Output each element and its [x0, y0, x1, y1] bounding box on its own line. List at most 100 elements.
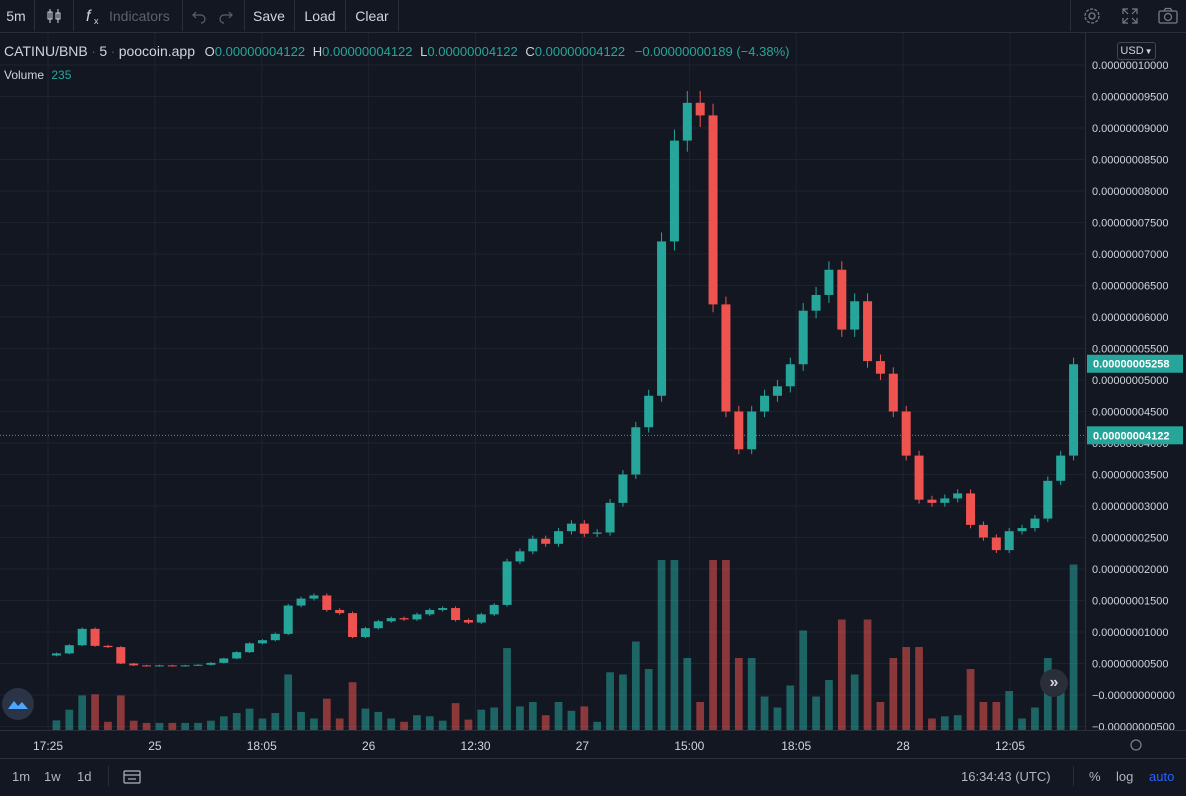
- percent-toggle[interactable]: %: [1089, 758, 1101, 795]
- clear-label: Clear: [355, 7, 389, 24]
- range-1d-button[interactable]: 1d: [77, 758, 91, 795]
- clear-button[interactable]: Clear: [346, 0, 398, 31]
- log-toggle[interactable]: log: [1116, 758, 1133, 795]
- candle: [953, 493, 963, 499]
- date-range-icon: [123, 769, 141, 784]
- volume-bar: [335, 718, 344, 730]
- undo-icon: [192, 11, 206, 24]
- candle: [219, 658, 229, 663]
- volume-bar: [374, 711, 383, 730]
- volume-bar: [258, 718, 267, 730]
- volume-bar: [644, 669, 653, 730]
- price-tick-label: 0.00000008000: [1092, 186, 1168, 198]
- candle: [322, 595, 332, 610]
- undo-button[interactable]: [188, 0, 210, 31]
- candle: [1043, 480, 1053, 519]
- price-tick-label: 0.00000007000: [1092, 249, 1168, 261]
- candle: [631, 427, 641, 475]
- candle: [734, 411, 744, 450]
- volume-bar: [580, 706, 589, 730]
- candle: [1030, 518, 1040, 529]
- time-tick-label: 18:05: [247, 739, 277, 753]
- screenshot-button[interactable]: [1152, 0, 1184, 31]
- candle: [463, 620, 473, 623]
- volume-bar: [1005, 691, 1014, 730]
- volume-bar: [104, 721, 112, 730]
- candle: [785, 364, 795, 387]
- price-axis[interactable]: 0.00000010000 0.00000009500 0.00000009000 0…: [1085, 33, 1186, 734]
- candle: [966, 493, 976, 525]
- candle: [489, 604, 499, 615]
- candle: [927, 499, 937, 503]
- range-1m-button[interactable]: 1m: [12, 758, 30, 795]
- volume-bar: [400, 721, 408, 730]
- volume-bar: [734, 658, 743, 730]
- chart-type-button[interactable]: [35, 0, 73, 31]
- volume-bar: [876, 702, 885, 730]
- volume-bar: [670, 560, 679, 730]
- volume-bar: [503, 648, 511, 730]
- range-1w-button[interactable]: 1w: [44, 758, 61, 795]
- volume-bar: [168, 722, 177, 730]
- volume-bar: [142, 722, 151, 730]
- chevron-down-icon: ▼: [1144, 46, 1153, 56]
- auto-toggle[interactable]: auto: [1149, 758, 1174, 795]
- volume-bar: [683, 658, 692, 730]
- volume-bar: [155, 722, 164, 730]
- candle: [64, 645, 74, 654]
- load-button[interactable]: Load: [295, 0, 345, 31]
- camera-icon: [1158, 7, 1178, 24]
- svg-text:f: f: [86, 8, 92, 25]
- volume-bar: [631, 641, 640, 730]
- price-tick-label: 0.00000003000: [1092, 501, 1168, 513]
- candle: [193, 664, 203, 666]
- candle: [90, 628, 100, 646]
- price-tick-label: 0.00000002000: [1092, 564, 1168, 576]
- candle: [309, 595, 319, 599]
- time-tick-label: 27: [576, 739, 590, 753]
- volume-bar: [438, 720, 447, 730]
- toolbar-divider: [345, 0, 346, 31]
- toolbar-divider: [182, 0, 183, 31]
- candle: [1069, 364, 1079, 456]
- time-tick-label: 12:05: [995, 739, 1025, 753]
- volume-bar: [722, 560, 730, 730]
- bottom-toolbar: [0, 758, 1186, 796]
- fullscreen-button[interactable]: [1114, 0, 1146, 31]
- interval-label: 5m: [6, 7, 26, 24]
- open-value: 0.00000004122: [214, 44, 306, 59]
- candle: [1004, 531, 1014, 551]
- candle: [901, 411, 911, 456]
- chart-pane[interactable]: [0, 33, 1085, 730]
- clock-display[interactable]: 16:34:43 (UTC): [961, 758, 1051, 795]
- volume-bar: [760, 696, 769, 730]
- time-axis[interactable]: 17:25 25 18:05 26 12:30 27 15:00 18:05 28 12:05: [0, 730, 1186, 759]
- save-button[interactable]: Save: [245, 0, 293, 31]
- candle: [257, 640, 267, 644]
- high-value: 0.00000004122: [322, 44, 413, 59]
- currency-select[interactable]: USD ▼: [1117, 42, 1156, 60]
- volume-bar: [554, 702, 563, 730]
- candle: [682, 102, 692, 141]
- date-range-button[interactable]: [122, 758, 142, 795]
- save-label: Save: [253, 7, 285, 24]
- price-tick-label: 0.00000002500: [1092, 533, 1168, 545]
- toolbar-divider: [1070, 0, 1071, 31]
- candle: [618, 474, 628, 503]
- settings-button[interactable]: [1076, 0, 1108, 31]
- candle: [142, 665, 152, 667]
- gear-icon[interactable]: [1130, 739, 1142, 751]
- candle: [1017, 528, 1027, 532]
- price-tick-label: 0.00000005500: [1092, 344, 1168, 356]
- volume-value: 235: [51, 68, 72, 82]
- interval-button[interactable]: 5m: [0, 0, 32, 31]
- volume-bar: [65, 709, 74, 730]
- log-label: log: [1116, 769, 1134, 784]
- scroll-right-icon[interactable]: »: [1040, 669, 1068, 697]
- toolbar-divider: [244, 0, 245, 31]
- time-tick-label: 15:00: [674, 739, 704, 753]
- logo-icon[interactable]: [2, 688, 34, 720]
- redo-button[interactable]: [215, 0, 237, 31]
- time-tick-label: 26: [362, 739, 376, 753]
